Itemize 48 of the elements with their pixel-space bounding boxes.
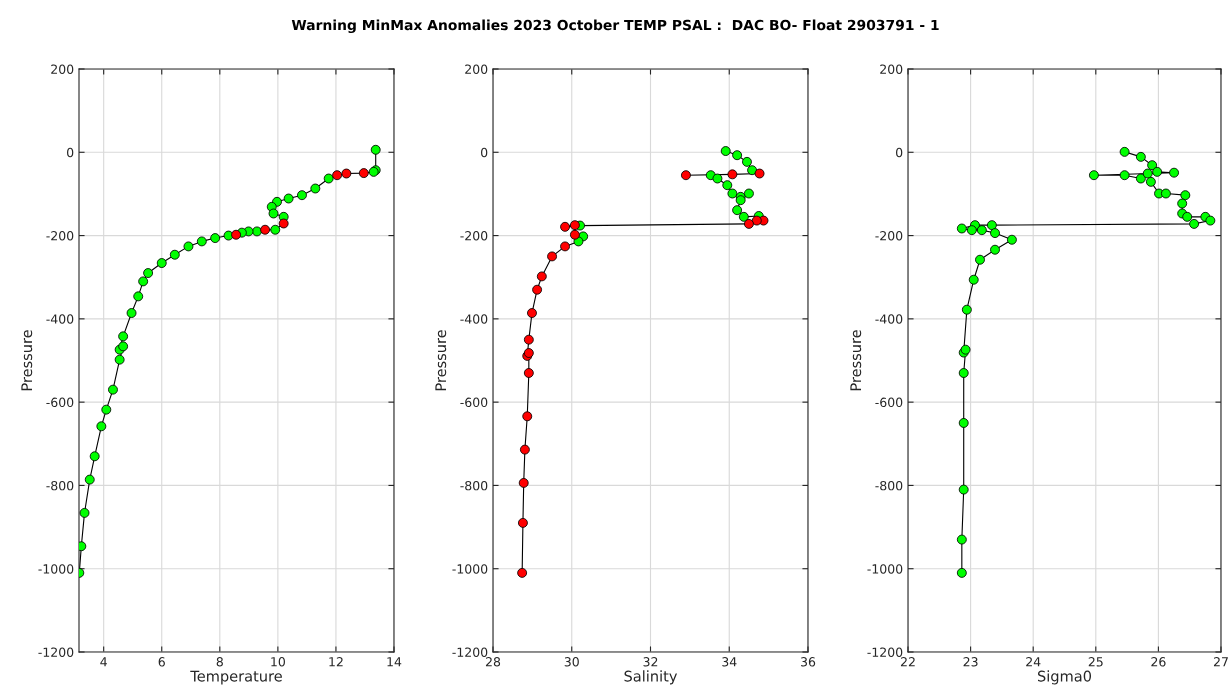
- x-tick-label: 34: [722, 657, 737, 667]
- y-tick-label: -1200: [38, 647, 74, 657]
- x-tick-label: 25: [1088, 657, 1103, 667]
- y-axis-title: Pressure: [850, 330, 862, 391]
- x-tick-label: 10: [271, 657, 285, 667]
- y-tick-label: -200: [875, 231, 903, 241]
- x-tick-label: 36: [801, 657, 816, 667]
- y-tick-label: -1000: [867, 564, 903, 574]
- y-tick-label: -800: [460, 480, 488, 491]
- y-tick-label: -200: [460, 231, 488, 241]
- x-tick-label: 30: [564, 657, 579, 667]
- x-axis-title: Sigma0: [1037, 670, 1092, 685]
- x-axis-title: Salinity: [624, 670, 678, 685]
- x-tick-label: 14: [387, 657, 402, 667]
- x-tick-label: 12: [329, 657, 343, 667]
- y-tick-label: -600: [460, 397, 488, 408]
- y-tick-label: -400: [460, 314, 488, 324]
- y-tick-label: 200: [51, 64, 74, 74]
- y-tick-label: -600: [875, 397, 903, 408]
- y-tick-label: -800: [875, 480, 903, 491]
- x-tick-label: 24: [1026, 657, 1041, 667]
- x-tick-label: 28: [485, 657, 501, 667]
- x-axis-title: Temperature: [190, 670, 282, 685]
- y-tick-label: -1000: [452, 564, 488, 574]
- x-tick-label: 27: [1213, 657, 1228, 667]
- y-tick-label: -400: [46, 314, 74, 324]
- y-tick-label: -1200: [452, 647, 488, 657]
- x-tick-label: 23: [963, 657, 978, 667]
- x-tick-label: 6: [158, 657, 165, 667]
- y-tick-label: 0: [896, 147, 903, 158]
- y-tick-label: -800: [46, 480, 74, 491]
- y-tick-label: -200: [46, 231, 74, 241]
- y-tick-label: 200: [465, 64, 488, 74]
- y-tick-label: -1200: [867, 647, 903, 657]
- y-axis-title: Pressure: [21, 330, 33, 391]
- x-tick-label: 4: [100, 657, 107, 667]
- x-tick-label: 32: [643, 657, 658, 667]
- x-tick-label: 22: [900, 657, 915, 667]
- y-tick-label: -1000: [38, 564, 74, 574]
- y-tick-label: 0: [67, 147, 74, 158]
- y-tick-label: 200: [880, 64, 903, 74]
- y-axis-title: Pressure: [435, 330, 447, 391]
- y-tick-label: -400: [875, 314, 903, 324]
- x-tick-label: 8: [216, 657, 223, 667]
- x-tick-label: 26: [1151, 657, 1166, 667]
- y-tick-label: 0: [481, 147, 488, 158]
- text: Warning MinMax Anomalies 2023 October TEMP PSAL : DAC BO- Float 2903791 - 1: [291, 19, 939, 34]
- y-tick-label: -600: [46, 397, 74, 408]
